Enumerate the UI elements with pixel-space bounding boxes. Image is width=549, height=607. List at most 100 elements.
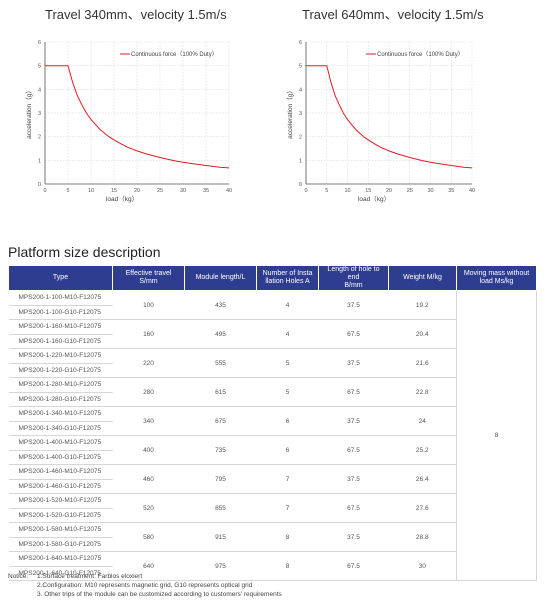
cell-hole-to-end: 37.5 [318,406,389,436]
cell-weight: 20.4 [388,319,457,349]
cell-weight: 24 [388,406,457,436]
chart-travel-640: Travel 640mm、velocity 1.5m/s 0 5 10 15 20 25 3… [274,0,549,215]
table-row: MPS200-1-100-M10-F12075 100 435 4 37.5 19.2 8 [8,290,537,581]
y-tick-label: 4 [38,87,41,93]
y-tick-label: 1 [299,158,302,164]
series-line-continuous-force [306,65,473,169]
cell-type: MPS200-1-400-M10-F12075 [8,435,113,451]
cell-type: MPS200-1-340-G10-F12075 [8,421,113,436]
notice-line: 3. Other trips of the module can be cust… [37,591,282,598]
cell-effective-travel: 460 [112,464,185,494]
header-type: Type [8,265,113,291]
cell-weight: 26.4 [388,464,457,494]
header-hole-to-end: Length of hole to end B/mm [318,265,389,291]
cell-installation-holes: 5 [256,348,319,378]
x-tick-label: 20 [134,188,140,194]
y-tick-label: 0 [299,182,302,188]
cell-type: MPS200-1-640-G10-F12075 [8,566,113,581]
table-row: MPS200-1-460-G10-F12075 [8,479,537,494]
cell-installation-holes: 5 [256,377,319,407]
table-row: MPS200-1-400-M10-F12075 400 735 6 67.5 25.2 [8,435,537,465]
cell-installation-holes: 4 [256,319,319,349]
notice-label: Notice: [8,573,29,580]
chart-title: Travel 640mm、velocity 1.5m/s [302,7,484,22]
cell-type: MPS200-1-160-M10-F12075 [8,319,113,335]
cell-hole-to-end: 37.5 [318,290,389,320]
cell-effective-travel: 640 [112,551,185,581]
x-tick-label: 40 [469,188,475,194]
cell-module-length: 555 [184,348,257,378]
series-line-continuous-force [45,65,230,169]
cell-module-length: 855 [184,493,257,523]
x-tick-label: 15 [111,188,117,194]
cell-type: MPS200-1-280-G10-F12075 [8,392,113,407]
cell-module-length: 675 [184,406,257,436]
table-row: MPS200-1-100-G10-F12075 [8,305,537,320]
cell-hole-to-end: 67.5 [318,551,389,581]
cell-module-length: 615 [184,377,257,407]
cell-installation-holes: 8 [256,522,319,552]
chart-plot: 0 5 10 15 20 25 30 35 40 0 1 2 3 4 5 6 load（kg） accelerat… [286,40,475,203]
x-tick-label: 10 [344,188,350,194]
y-tick-label: 3 [299,111,302,117]
x-tick-label: 15 [365,188,371,194]
table-row: MPS200-1-220-M10-F12075 220 555 5 37.5 21.6 [8,348,537,378]
cell-weight: 22.8 [388,377,457,407]
y-tick-label: 5 [299,64,302,70]
cell-type: MPS200-1-640-M10-F12075 [8,551,113,567]
y-tick-label: 5 [38,64,41,70]
cell-type: MPS200-1-580-G10-F12075 [8,537,113,552]
cell-effective-travel: 400 [112,435,185,465]
y-tick-label: 0 [38,182,41,188]
cell-installation-holes: 4 [256,290,319,320]
x-tick-label: 30 [180,188,186,194]
cell-weight: 19.2 [388,290,457,320]
notice-line: 2.Configuration: M10 represents magnetic… [37,582,253,589]
x-tick-label: 25 [157,188,163,194]
cell-effective-travel: 580 [112,522,185,552]
y-tick-label: 1 [38,158,41,164]
cell-effective-travel: 160 [112,319,185,349]
cell-type: MPS200-1-100-G10-F12075 [8,305,113,320]
x-axis-label: load（kg） [106,195,138,203]
table-row: MPS200-1-160-G10-F12075 [8,334,537,349]
notice-line: 1.Surface treatment: Farblos eloxiert [37,573,143,580]
cell-weight: 27.6 [388,493,457,523]
table-row: MPS200-1-580-G10-F12075 [8,537,537,552]
cell-type: MPS200-1-160-G10-F12075 [8,334,113,349]
y-tick-label: 6 [299,40,302,46]
cell-type: MPS200-1-340-M10-F12075 [8,406,113,422]
x-tick-label: 20 [386,188,392,194]
y-axis-label: acceleration（g） [25,87,33,139]
x-tick-label: 5 [325,188,328,194]
cell-installation-holes: 6 [256,435,319,465]
y-tick-label: 4 [299,87,302,93]
cell-module-length: 735 [184,435,257,465]
cell-type: MPS200-1-220-M10-F12075 [8,348,113,364]
cell-hole-to-end: 67.5 [318,493,389,523]
cell-weight: 25.2 [388,435,457,465]
header-moving-mass: Moving mass without load Ms/kg [456,265,537,291]
x-tick-label: 35 [448,188,454,194]
cell-module-length: 795 [184,464,257,494]
chart-title: Travel 340mm、velocity 1.5m/s [45,7,227,22]
table-row: MPS200-1-340-G10-F12075 [8,421,537,436]
table-row: MPS200-1-460-M10-F12075 460 795 7 37.5 26.4 [8,464,537,494]
x-tick-label: 30 [427,188,433,194]
cell-effective-travel: 520 [112,493,185,523]
legend-label: Continuous force（100% Duty） [377,51,464,58]
cell-type: MPS200-1-460-M10-F12075 [8,464,113,480]
table-row: MPS200-1-520-G10-F12075 [8,508,537,523]
cell-effective-travel: 340 [112,406,185,436]
cell-module-length: 915 [184,522,257,552]
chart-travel-340: Travel 340mm、velocity 1.5m/s 0 5 10 15 20 25 3… [0,0,275,215]
x-tick-label: 0 [304,188,307,194]
cell-module-length: 495 [184,319,257,349]
cell-module-length: 975 [184,551,257,581]
cell-weight: 21.6 [388,348,457,378]
cell-moving-mass: 8 [456,290,537,581]
table-row: MPS200-1-160-M10-F12075 160 495 4 67.5 20.4 [8,319,537,349]
cell-type: MPS200-1-400-G10-F12075 [8,450,113,465]
cell-weight: 28.8 [388,522,457,552]
x-axis-label: load（kg） [358,195,390,203]
